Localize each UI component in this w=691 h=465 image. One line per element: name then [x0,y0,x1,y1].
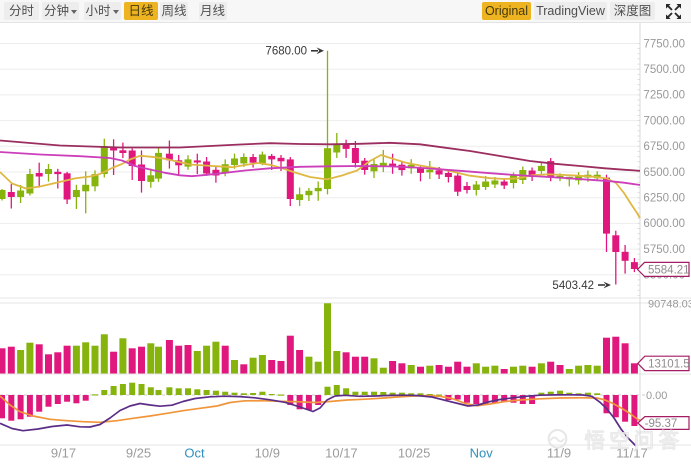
svg-text:5403.42: 5403.42 [552,280,594,292]
svg-text:6500.00: 6500.00 [643,167,685,179]
svg-text:6250.00: 6250.00 [643,193,685,205]
svg-text:悟空问答: 悟空问答 [585,430,684,453]
svg-text:Oct: Oct [184,446,205,461]
svg-text:Nov: Nov [470,446,494,461]
svg-text:5750.00: 5750.00 [643,244,685,256]
svg-text:13101.5: 13101.5 [648,358,690,370]
svg-text:10/25: 10/25 [398,446,431,461]
svg-text:7250.00: 7250.00 [643,90,685,102]
svg-text:7000.00: 7000.00 [643,115,685,127]
svg-text:10/17: 10/17 [325,446,358,461]
svg-text:10/9: 10/9 [255,446,280,461]
svg-text:7750.00: 7750.00 [643,38,685,50]
svg-text:7680.00: 7680.00 [265,46,307,58]
svg-text:5584.21: 5584.21 [648,264,690,276]
svg-text:-95.37: -95.37 [645,418,678,430]
svg-text:11/17: 11/17 [616,446,648,461]
svg-text:9/17: 9/17 [51,446,76,461]
svg-text:9/25: 9/25 [126,446,151,461]
svg-text:6750.00: 6750.00 [643,141,685,153]
svg-text:7500.00: 7500.00 [643,64,685,76]
svg-text:90748.03: 90748.03 [648,299,691,311]
svg-text:11/9: 11/9 [547,446,571,461]
svg-text:6000.00: 6000.00 [643,218,685,230]
svg-text:0.00: 0.00 [646,390,667,402]
